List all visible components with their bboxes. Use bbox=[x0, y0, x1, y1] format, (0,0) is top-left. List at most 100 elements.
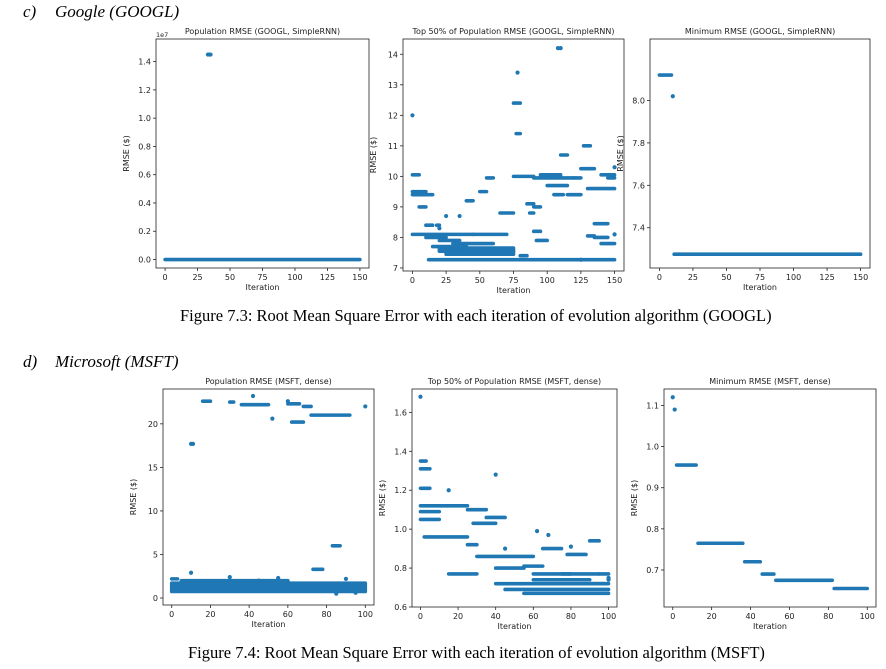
y-tick-label: 14 bbox=[388, 50, 398, 59]
x-tick-label: 60 bbox=[283, 610, 293, 619]
data-point-run bbox=[518, 253, 529, 258]
chart-msft-population-rmse: Population RMSE (MSFT, dense) 0 20 40 60 80 10… bbox=[129, 377, 375, 629]
data-point-run bbox=[179, 578, 290, 585]
data-point bbox=[670, 395, 675, 400]
data-point bbox=[546, 532, 551, 538]
y-tick-label: 1.0 bbox=[394, 525, 407, 534]
chart-title: Minimum RMSE (GOOGL, SimpleRNN) bbox=[685, 27, 835, 36]
chart-title: Minimum RMSE (MSFT, dense) bbox=[709, 377, 831, 386]
data-point bbox=[670, 94, 675, 99]
x-tick-label: 125 bbox=[573, 276, 588, 285]
x-tick-label: 25 bbox=[192, 273, 202, 282]
y-tick-label: 1.1 bbox=[646, 401, 659, 410]
x-tick-label: 100 bbox=[358, 610, 373, 619]
data-point bbox=[446, 488, 451, 493]
data-point-run bbox=[606, 176, 617, 180]
data-point-run bbox=[446, 572, 479, 576]
data-point-run bbox=[579, 166, 597, 171]
y-tick-label: 1.6 bbox=[394, 408, 407, 417]
x-tick-label: 0 bbox=[657, 273, 662, 282]
data-point bbox=[612, 165, 617, 170]
section-label-googl: c) Google (GOOGL) bbox=[23, 2, 179, 22]
data-point-run bbox=[437, 238, 462, 243]
y-tick-label: 8 bbox=[393, 233, 398, 242]
x-tick-label: 20 bbox=[205, 610, 215, 619]
axes-frame bbox=[162, 388, 375, 606]
x-tick-label: 125 bbox=[320, 273, 335, 282]
data-point-run bbox=[525, 202, 536, 206]
x-axis-label: Iteration bbox=[246, 283, 280, 292]
data-point-run bbox=[286, 402, 302, 406]
data-point bbox=[363, 404, 368, 409]
x-tick-label: 25 bbox=[441, 276, 451, 285]
x-tick-label: 0 bbox=[169, 610, 174, 619]
data-point bbox=[270, 416, 275, 421]
data-point-run bbox=[522, 591, 611, 596]
data-point-run bbox=[534, 238, 549, 243]
data-point-run bbox=[832, 586, 870, 591]
data-point-run bbox=[581, 144, 593, 148]
y-tick-label: 7.6 bbox=[632, 181, 645, 190]
data-point-run bbox=[545, 183, 570, 188]
data-point-run bbox=[422, 535, 470, 539]
data-point-run bbox=[774, 578, 835, 583]
data-point-run bbox=[227, 400, 236, 404]
data-point-run bbox=[493, 566, 526, 570]
axes-frame bbox=[663, 388, 877, 608]
y-tick-label: 0.9 bbox=[646, 484, 659, 493]
data-point-run bbox=[540, 546, 564, 551]
x-tick-label: 60 bbox=[528, 612, 538, 621]
data-point bbox=[672, 407, 677, 412]
data-point-run bbox=[475, 554, 536, 559]
y-tick-label: 0.8 bbox=[646, 525, 659, 534]
y-axis-label: RMSE ($) bbox=[369, 137, 378, 173]
y-tick-label: 0.0 bbox=[138, 256, 151, 265]
data-point-run bbox=[418, 459, 428, 463]
x-tick-label: 75 bbox=[755, 273, 765, 282]
data-point-run bbox=[674, 463, 698, 467]
data-point-run bbox=[522, 564, 545, 568]
x-tick-label: 25 bbox=[688, 273, 698, 282]
x-axis-label: Iteration bbox=[753, 622, 787, 631]
data-point-run bbox=[503, 587, 611, 592]
data-point bbox=[493, 472, 498, 477]
data-point bbox=[437, 226, 442, 231]
y-axis-label: RMSE ($) bbox=[122, 135, 131, 171]
data-point-run bbox=[559, 572, 601, 576]
data-point-run bbox=[418, 517, 442, 522]
x-tick-label: 80 bbox=[321, 610, 331, 619]
y-axis-label: RMSE ($) bbox=[129, 479, 138, 515]
data-point bbox=[188, 570, 194, 575]
data-point-run bbox=[301, 404, 313, 409]
data-point-run bbox=[599, 241, 617, 246]
data-point-run bbox=[169, 588, 368, 594]
data-point-run bbox=[465, 507, 489, 512]
chart-title: Top 50% of Population RMSE (GOOGL, Simpl… bbox=[412, 27, 615, 36]
data-point-run bbox=[531, 176, 576, 180]
y-tick-label: 1.4 bbox=[138, 58, 151, 67]
data-point bbox=[534, 528, 540, 534]
x-tick-label: 100 bbox=[860, 612, 875, 621]
data-point-run bbox=[410, 189, 428, 194]
chart-googl-top50-rmse: Top 50% of Population RMSE (GOOGL, Simpl… bbox=[369, 27, 625, 295]
x-axis-label: Iteration bbox=[252, 620, 286, 629]
data-point-run bbox=[444, 249, 516, 257]
data-point-run bbox=[424, 223, 435, 228]
y-tick-label: 0 bbox=[153, 594, 158, 603]
x-tick-label: 80 bbox=[823, 612, 833, 621]
y-tick-label: 1.2 bbox=[138, 86, 151, 95]
data-point-run bbox=[565, 552, 588, 557]
y-tick-label: 7.8 bbox=[632, 139, 645, 148]
data-point-run bbox=[200, 399, 213, 403]
data-point bbox=[334, 591, 339, 596]
figure-caption-msft: Figure 7.4: Root Mean Square Error with … bbox=[188, 643, 765, 662]
data-point bbox=[285, 399, 290, 404]
data-point-run bbox=[418, 503, 470, 508]
data-point-run bbox=[514, 131, 523, 136]
x-tick-label: 150 bbox=[853, 273, 868, 282]
data-point-run bbox=[464, 198, 475, 203]
data-point-run bbox=[309, 413, 352, 417]
data-point-run bbox=[311, 567, 325, 572]
y-tick-label: 1.2 bbox=[394, 486, 407, 495]
x-axis-label: Iteration bbox=[743, 283, 777, 292]
